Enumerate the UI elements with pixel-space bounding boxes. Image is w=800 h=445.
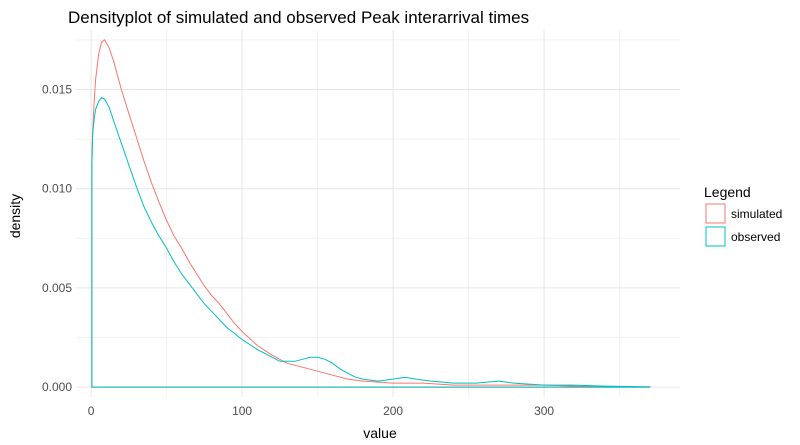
chart-title: Densityplot of simulated and observed Pe… (68, 8, 529, 27)
legend-label-observed: observed (731, 230, 780, 244)
x-tick-label: 100 (232, 404, 252, 418)
legend-title: Legend (704, 184, 751, 200)
grid (76, 30, 680, 397)
y-tick-label: 0.000 (42, 380, 72, 394)
legend-key-simulated (705, 203, 726, 224)
legend-key-observed (705, 226, 726, 247)
x-tick-label: 300 (534, 404, 554, 418)
y-axis-tick-labels: 0.000 0.005 0.010 0.015 (42, 83, 72, 395)
x-tick-label: 200 (383, 404, 403, 418)
series-line-simulated (91, 39, 651, 388)
y-tick-label: 0.010 (42, 182, 72, 196)
y-tick-label: 0.015 (42, 83, 72, 97)
legend: Legend simulated observed (704, 184, 782, 247)
series-line-observed (91, 96, 651, 388)
legend-items: simulated observed (705, 203, 782, 247)
x-axis-tick-labels: 0 100 200 300 (88, 404, 555, 418)
y-axis-title: density (7, 194, 23, 238)
legend-label-simulated: simulated (731, 207, 782, 221)
x-tick-label: 0 (88, 404, 95, 418)
x-axis-title: value (363, 425, 397, 441)
series-lines (91, 39, 651, 388)
y-tick-label: 0.005 (42, 281, 72, 295)
